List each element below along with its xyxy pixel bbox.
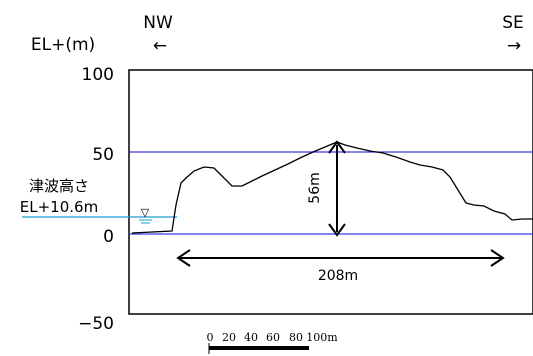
direction-nw-arrow: ←	[153, 36, 167, 56]
scale-tick-label: 0	[207, 331, 214, 344]
width-arrow-head-left	[176, 249, 191, 267]
width-arrow-head-right	[490, 249, 505, 267]
scale-bar: 0 20 40 60 80 100m	[207, 331, 338, 354]
scale-bar-rule	[209, 346, 309, 350]
scale-tick-label: 40	[244, 331, 258, 344]
y-tick-label-minus-50: −50	[78, 314, 114, 334]
direction-nw-label: NW	[143, 13, 173, 33]
direction-se-label: SE	[502, 13, 524, 33]
water-level-marker-icon: ▽	[141, 206, 150, 219]
tsunami-height-label: 津波高さ	[29, 177, 89, 195]
y-tick-label-100: 100	[82, 65, 114, 85]
tsunami-elevation-label: EL+10.6m	[20, 198, 98, 216]
scale-tick-label: 100m	[306, 331, 338, 344]
scale-tick-label: 80	[289, 331, 303, 344]
plot-frame	[128, 69, 533, 315]
scale-tick-label: 60	[266, 331, 280, 344]
y-tick-label-0: 0	[103, 227, 114, 247]
y-axis-title: EL+(m)	[31, 35, 95, 55]
height-arrow-head-top	[328, 140, 346, 154]
height-arrow-head-bottom	[328, 223, 346, 237]
scale-tick-label: 20	[222, 331, 236, 344]
width-dimension-label: 208m	[318, 268, 358, 284]
direction-se-arrow: →	[507, 36, 521, 56]
terrain-profile-line	[131, 141, 533, 234]
height-dimension-label: 56m	[307, 172, 323, 203]
y-tick-label-50: 50	[92, 145, 114, 165]
